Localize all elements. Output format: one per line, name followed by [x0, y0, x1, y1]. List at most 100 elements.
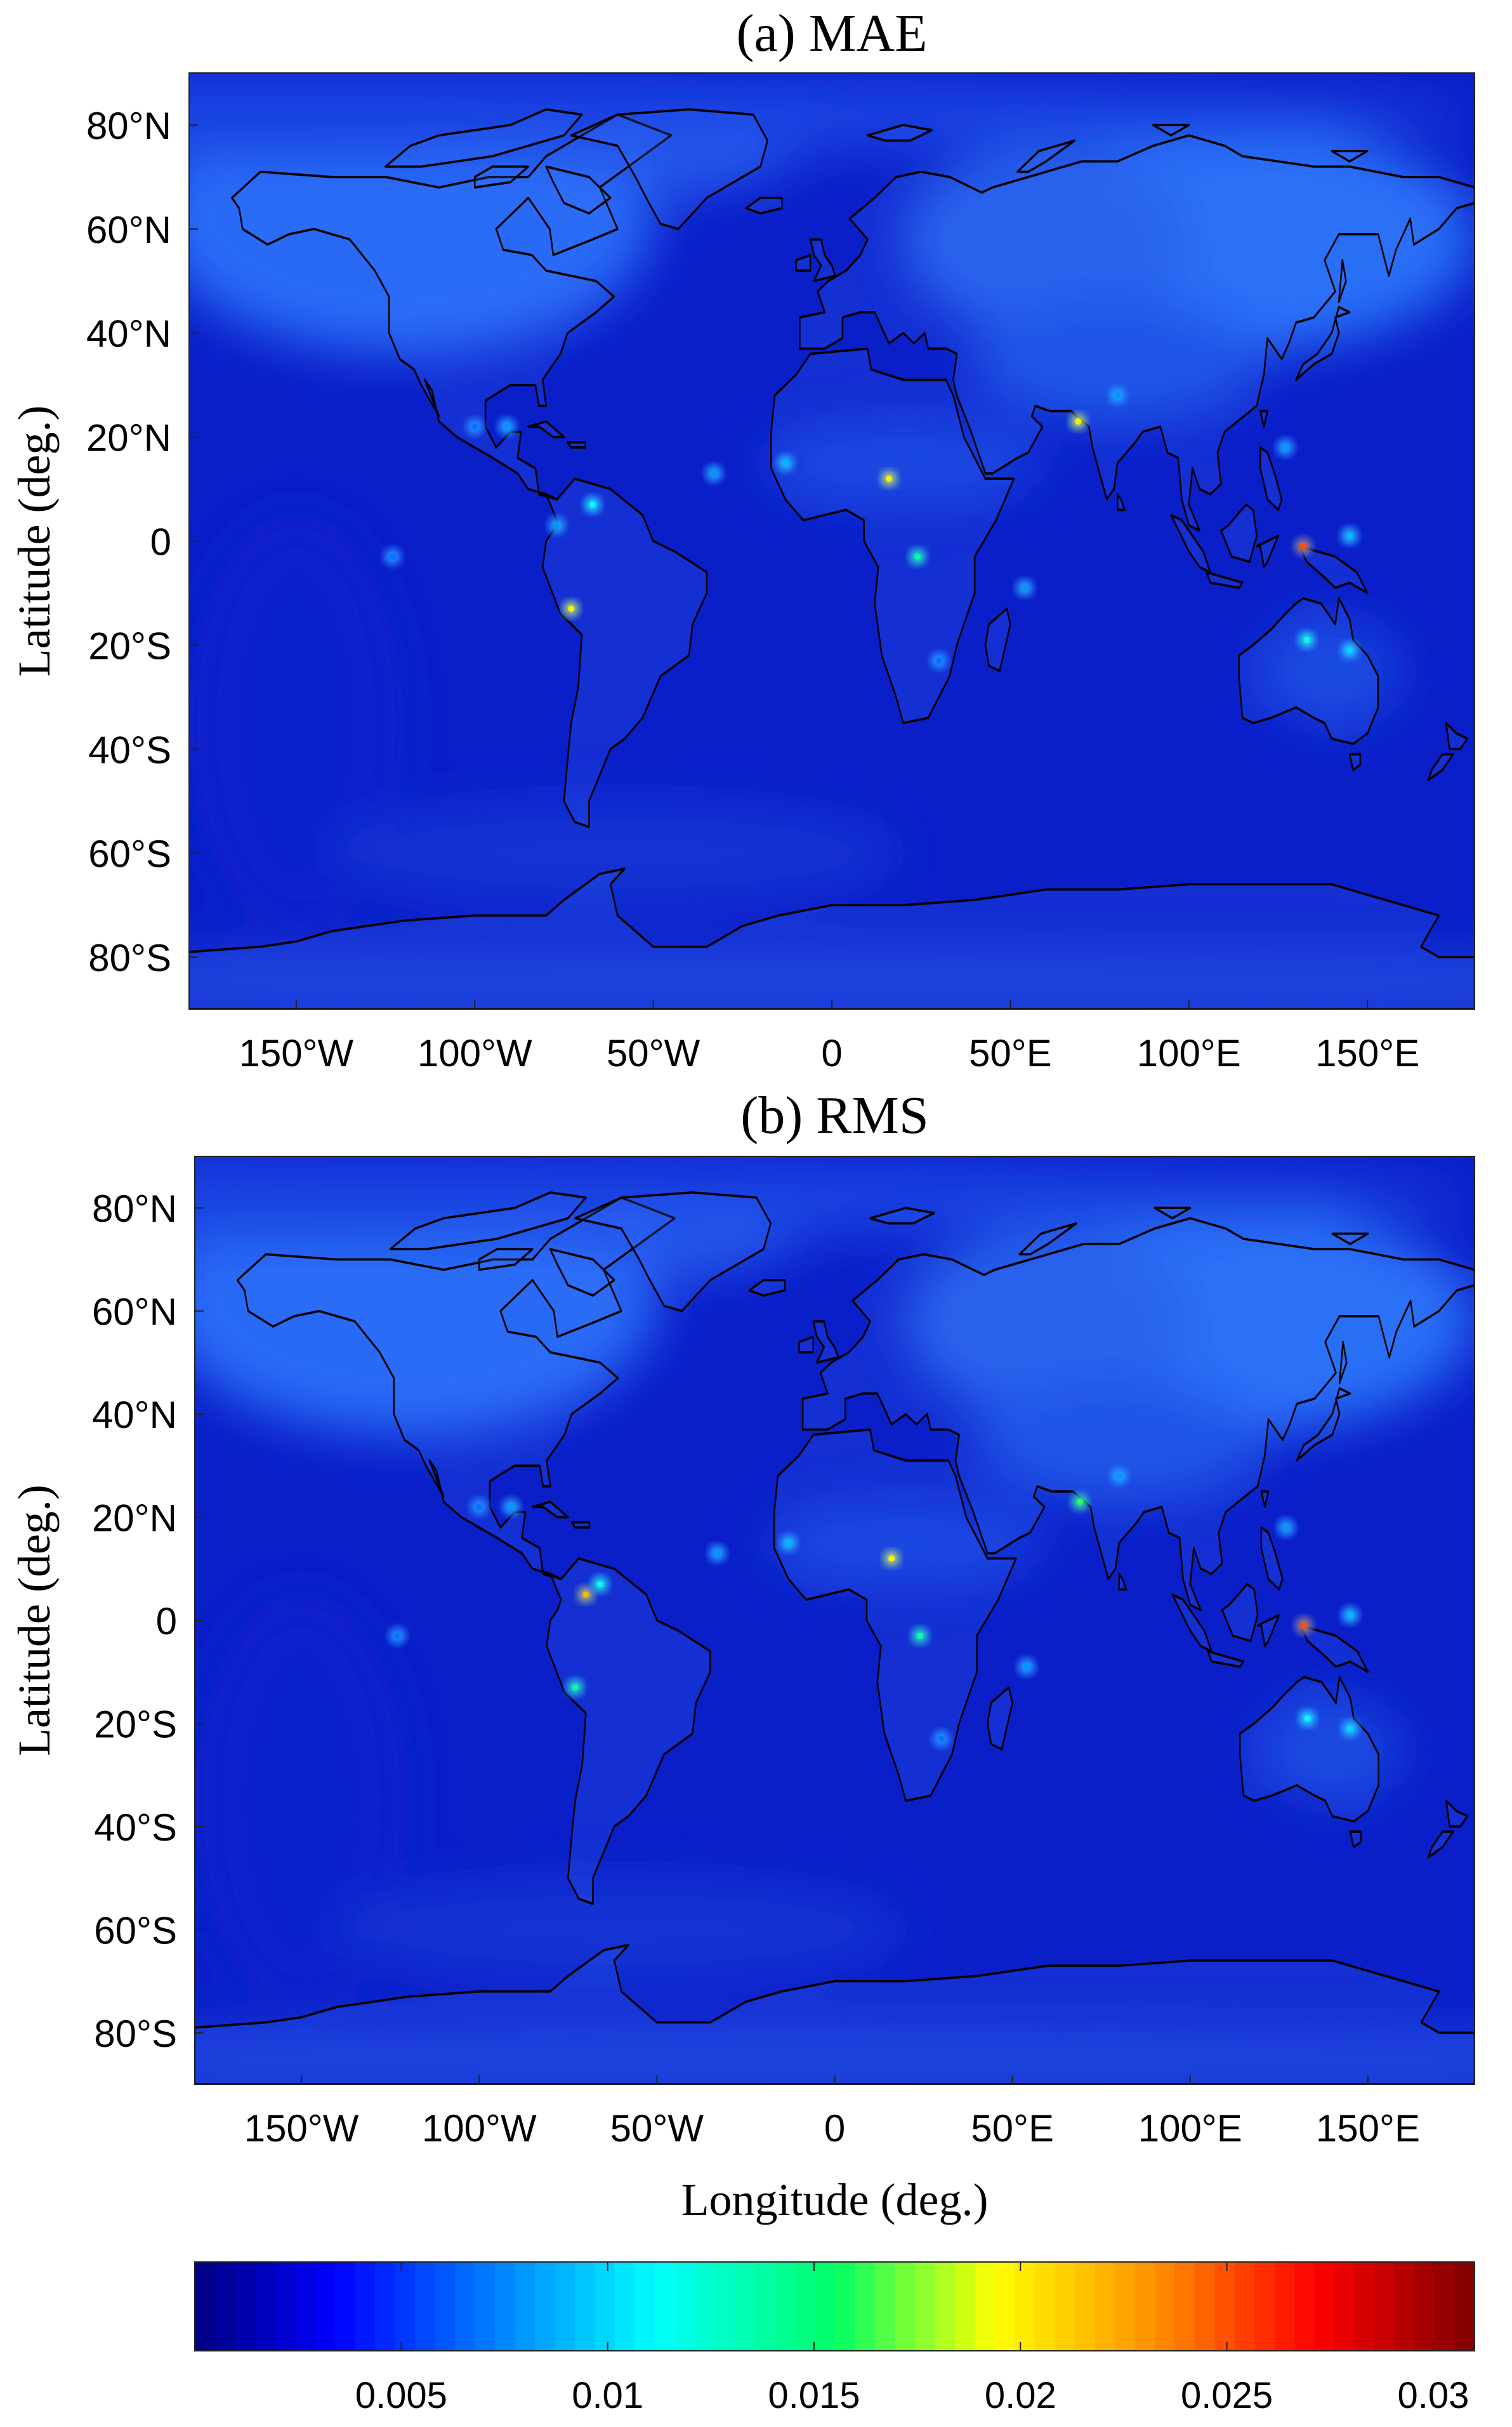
- hotspot: [378, 543, 407, 571]
- lat-tick-label: 40°S: [94, 1806, 177, 1849]
- colorbar-band: [414, 2262, 435, 2351]
- colorbar-band: [1034, 2262, 1055, 2351]
- colorbar-band: [1095, 2262, 1115, 2351]
- colorbar-band: [614, 2262, 635, 2351]
- colorbar-band: [975, 2262, 996, 2351]
- lon-tick-label: 100°E: [1137, 1032, 1241, 1075]
- colorbar-band: [954, 2262, 975, 2351]
- hotspot: [1013, 1653, 1041, 1681]
- colorbar-band: [814, 2262, 835, 2351]
- lat-tick-label: 20°S: [94, 1703, 177, 1745]
- lat-tick-label: 20°N: [92, 1497, 177, 1540]
- hotspot: [492, 413, 521, 441]
- lon-tick-label: 100°E: [1138, 2107, 1242, 2150]
- colorbar-band: [395, 2262, 416, 2351]
- colorbar-band: [1334, 2262, 1355, 2351]
- map-area: [189, 73, 1475, 1009]
- hotspot: [465, 1493, 494, 1521]
- colorbar-band: [1294, 2262, 1315, 2351]
- hotspot: [1105, 1462, 1133, 1490]
- hotspot: [700, 459, 728, 487]
- hotspot: [875, 465, 904, 493]
- lon-tick-label: 100°W: [422, 2107, 537, 2150]
- lat-tick-label: 0: [156, 1600, 177, 1643]
- hotspot: [383, 1622, 412, 1650]
- hotspot: [927, 1724, 956, 1753]
- map-panel-mae: (a) MAE: [9, 4, 1475, 1075]
- colorbar: 0.005 0.01 0.015 0.02 0.025 0.03: [194, 2261, 1475, 2416]
- hotspot: [771, 449, 799, 477]
- hotspot: [1289, 532, 1317, 560]
- colorbar-band: [1414, 2262, 1435, 2351]
- lat-tick-label: 0: [150, 521, 171, 564]
- lon-tick-label: 150°E: [1315, 1032, 1419, 1075]
- hotspot: [1336, 522, 1364, 550]
- colorbar-band: [1354, 2262, 1375, 2351]
- hotspots: [378, 381, 1364, 675]
- colorbar-band: [374, 2262, 395, 2351]
- panel-title: (a) MAE: [737, 4, 928, 63]
- colorbar-band: [794, 2262, 815, 2351]
- colorbar-band: [475, 2262, 496, 2351]
- hotspot: [1010, 574, 1039, 602]
- hotspot: [1271, 433, 1299, 461]
- hotspot: [774, 1529, 803, 1557]
- hotspot: [561, 1673, 589, 1702]
- coastlines: [189, 108, 1475, 1009]
- colorbar-band: [275, 2262, 296, 2351]
- coastlines: [195, 1191, 1475, 2084]
- hotspot: [1336, 1714, 1364, 1743]
- colorbar-band: [874, 2262, 895, 2351]
- colorbar-band: [534, 2262, 555, 2351]
- lat-tick-label: 20°N: [86, 417, 171, 460]
- colorbar-tick-label: 0.005: [355, 2375, 447, 2416]
- colorbar-band: [994, 2262, 1015, 2351]
- hotspot: [904, 543, 932, 571]
- colorbar-frame: [194, 2261, 1475, 2351]
- lon-tick-label: 100°W: [417, 1032, 532, 1075]
- hotspot: [557, 595, 586, 623]
- panel-title: (b) RMS: [740, 1086, 928, 1145]
- lon-tick-label: 150°W: [244, 2107, 359, 2150]
- colorbar-band: [774, 2262, 795, 2351]
- lat-tick-label: 60°S: [88, 833, 171, 875]
- lon-tick-label: 150°E: [1316, 2107, 1420, 2150]
- colorbar-band: [195, 2262, 216, 2351]
- x-axis-label: Longitude (deg.): [681, 2174, 989, 2225]
- hotspot: [1064, 407, 1093, 436]
- colorbar-band: [315, 2262, 336, 2351]
- lon-tick-label: 50°E: [969, 1032, 1052, 1075]
- lat-tick-label: 60°S: [94, 1909, 177, 1952]
- colorbar-band: [1154, 2262, 1175, 2351]
- colorbar-band: [235, 2262, 256, 2351]
- hotspot: [497, 1493, 525, 1521]
- colorbar-band: [334, 2262, 355, 2351]
- colorbar-band: [895, 2262, 916, 2351]
- colorbar-tick-label: 0.03: [1397, 2375, 1469, 2416]
- colorbar-band: [595, 2262, 615, 2351]
- lon-tick-label: 50°W: [610, 2107, 704, 2150]
- colorbar-band: [694, 2262, 715, 2351]
- colorbar-band: [454, 2262, 475, 2351]
- colorbar-band: [574, 2262, 595, 2351]
- hotspot: [1336, 636, 1364, 665]
- hotspots: [383, 1462, 1364, 1753]
- hotspot: [1290, 1611, 1318, 1640]
- colorbar-band: [1434, 2262, 1455, 2351]
- colorbar-band: [754, 2262, 775, 2351]
- colorbar-tick-label: 0.015: [768, 2375, 860, 2416]
- hotspot: [578, 491, 607, 519]
- lat-tick-label: 80°S: [94, 2013, 177, 2055]
- hotspot: [461, 413, 489, 441]
- colorbar-band: [834, 2262, 855, 2351]
- lat-tick-label: 40°N: [92, 1394, 177, 1436]
- hotspot: [1336, 1601, 1364, 1629]
- y-axis-label: Latitude (deg.): [9, 406, 60, 677]
- hotspot: [1293, 1704, 1322, 1733]
- colorbar-band: [1234, 2262, 1255, 2351]
- colorbar-band: [294, 2262, 315, 2351]
- colorbar-band: [254, 2262, 275, 2351]
- hotspot: [703, 1539, 732, 1568]
- hotspot: [1292, 626, 1321, 654]
